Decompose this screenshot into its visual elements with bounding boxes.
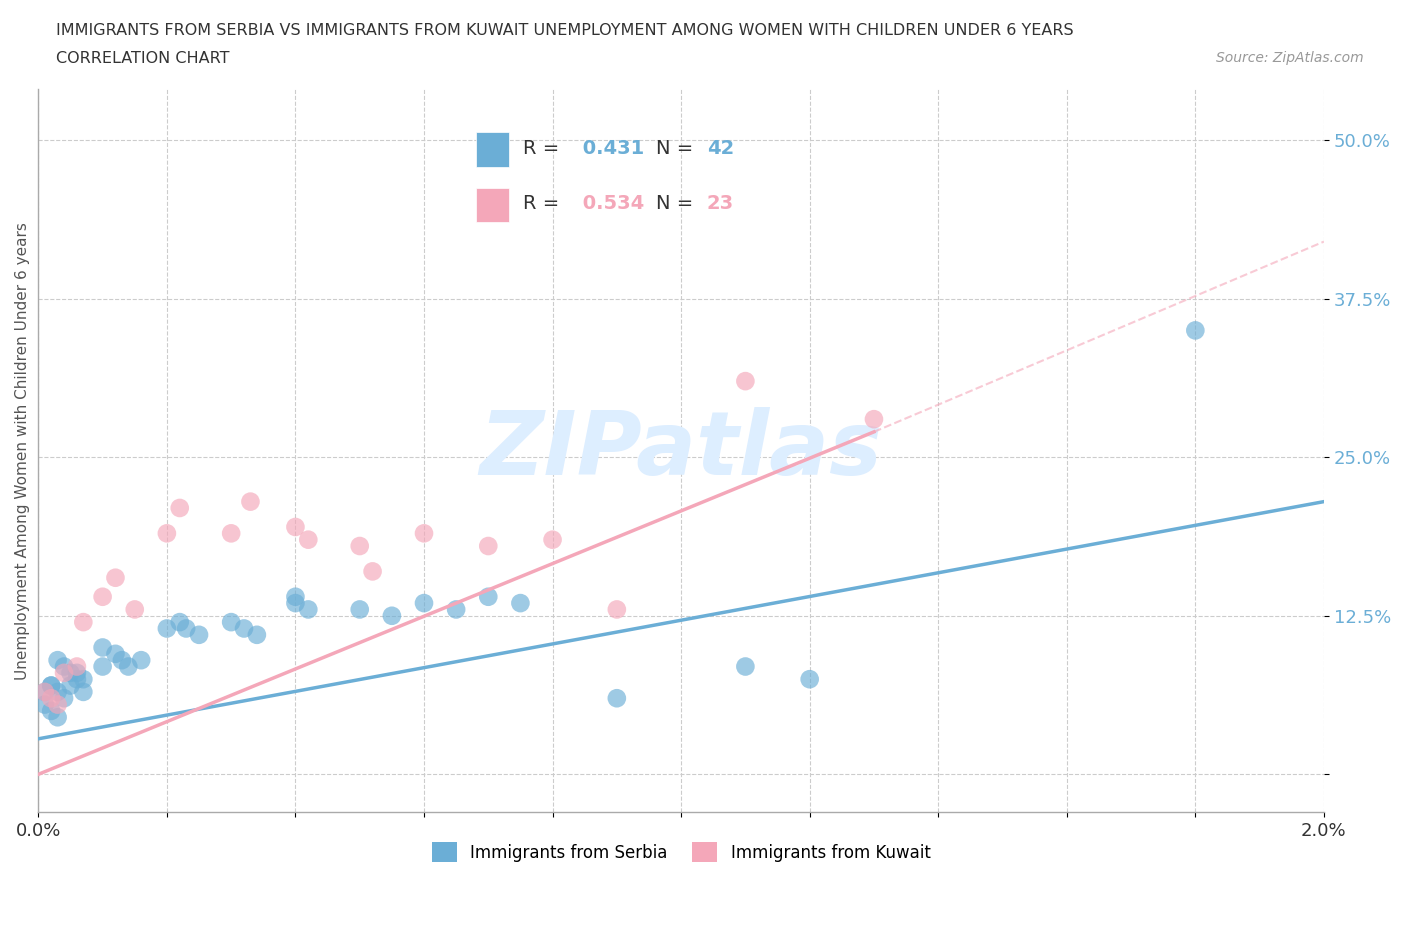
Point: [1184, 323, 1206, 338]
Point: [59, 678, 82, 693]
Point: [46, 684, 69, 699]
Point: [509, 595, 531, 610]
Point: [72, 671, 94, 686]
Point: [606, 691, 628, 706]
Point: [53, 666, 76, 681]
Point: [66, 666, 89, 681]
Point: [117, 659, 139, 674]
Point: [111, 653, 134, 668]
Point: [104, 570, 127, 585]
Point: [477, 590, 499, 604]
Point: [246, 628, 269, 643]
Point: [129, 653, 152, 668]
Point: [34, 698, 56, 712]
Point: [297, 532, 319, 547]
Point: [349, 538, 371, 553]
Point: [53, 659, 76, 674]
Point: [413, 525, 436, 540]
Point: [361, 564, 384, 578]
Point: [39, 703, 62, 718]
Point: [219, 525, 242, 540]
Point: [734, 374, 756, 389]
Point: [219, 615, 242, 630]
Point: [156, 525, 179, 540]
Point: [124, 602, 146, 617]
Point: [53, 691, 76, 706]
Point: [284, 520, 307, 535]
Point: [156, 621, 179, 636]
Text: ZIPatlas: ZIPatlas: [479, 407, 883, 495]
Point: [444, 602, 467, 617]
Point: [233, 621, 256, 636]
Point: [46, 653, 69, 668]
Point: [104, 646, 127, 661]
Point: [39, 678, 62, 693]
Point: [541, 532, 564, 547]
Point: [66, 671, 89, 686]
Point: [863, 412, 886, 427]
Point: [91, 659, 114, 674]
Point: [297, 602, 319, 617]
Point: [188, 628, 211, 643]
Point: [284, 590, 307, 604]
Point: [381, 608, 404, 623]
Point: [349, 602, 371, 617]
Point: [34, 684, 56, 699]
Point: [34, 684, 56, 699]
Point: [734, 659, 756, 674]
Point: [59, 666, 82, 681]
Point: [46, 710, 69, 724]
Text: CORRELATION CHART: CORRELATION CHART: [56, 51, 229, 66]
Point: [799, 671, 821, 686]
Point: [39, 691, 62, 706]
Point: [606, 602, 628, 617]
Point: [91, 590, 114, 604]
Point: [72, 615, 94, 630]
Point: [169, 615, 191, 630]
Point: [39, 678, 62, 693]
Text: Source: ZipAtlas.com: Source: ZipAtlas.com: [1216, 51, 1364, 65]
Point: [174, 621, 197, 636]
Point: [284, 595, 307, 610]
Point: [169, 500, 191, 515]
Text: IMMIGRANTS FROM SERBIA VS IMMIGRANTS FROM KUWAIT UNEMPLOYMENT AMONG WOMEN WITH C: IMMIGRANTS FROM SERBIA VS IMMIGRANTS FRO…: [56, 23, 1074, 38]
Point: [239, 494, 262, 509]
Point: [477, 538, 499, 553]
Point: [46, 698, 69, 712]
Y-axis label: Unemployment Among Women with Children Under 6 years: Unemployment Among Women with Children U…: [15, 222, 30, 680]
Point: [72, 684, 94, 699]
Point: [91, 640, 114, 655]
Point: [66, 659, 89, 674]
Legend: Immigrants from Serbia, Immigrants from Kuwait: Immigrants from Serbia, Immigrants from …: [425, 835, 938, 870]
Point: [413, 595, 436, 610]
